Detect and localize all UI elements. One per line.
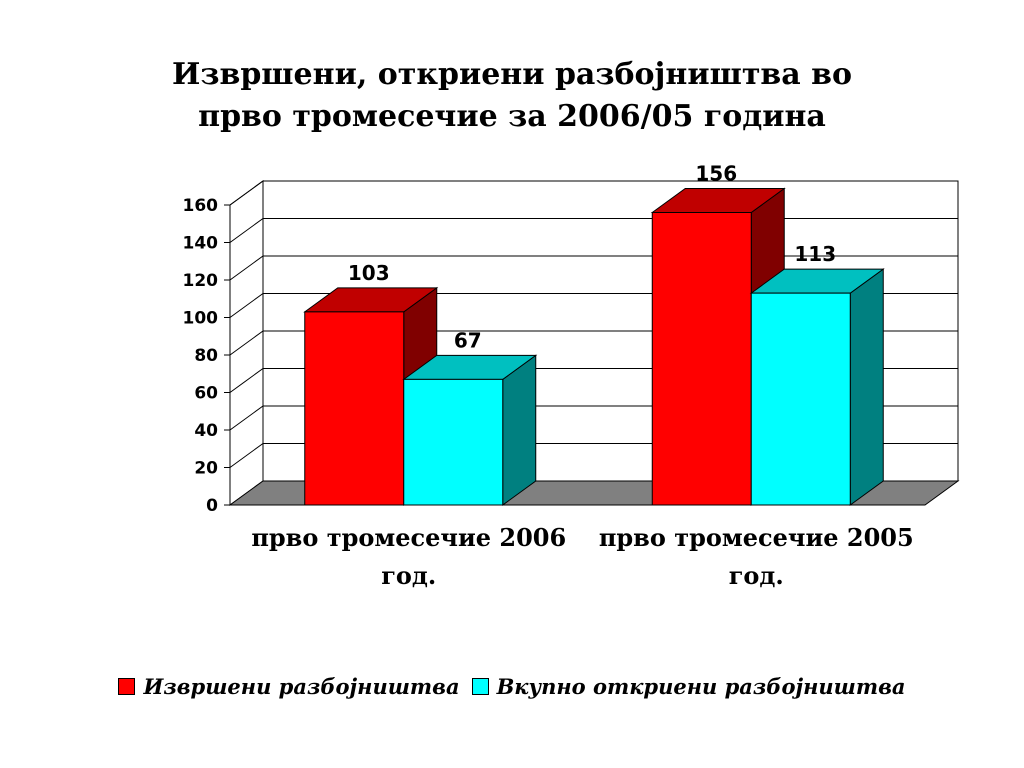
x-tick-label-0-0: прво тромесечие 2006 bbox=[251, 523, 566, 552]
legend-item-solved: Вкупно откриени разбојништва bbox=[471, 674, 906, 699]
legend-label-committed: Извршени разбојништва bbox=[143, 674, 460, 699]
chart-title: Извршени, откриени разбојништва во прво … bbox=[0, 54, 1024, 138]
value-label-solved-0: 67 bbox=[454, 328, 482, 352]
bars bbox=[303, 187, 885, 506]
legend: Извршени разбојништва Вкупно откриени ра… bbox=[0, 674, 1024, 699]
bar-committed-1 bbox=[651, 212, 752, 506]
value-label-solved-1: 113 bbox=[794, 242, 836, 266]
bar-solved-0-side bbox=[502, 354, 537, 506]
x-axis-labels: прво тромесечие 2006 год. прво тромесечие … bbox=[251, 523, 913, 590]
bar-solved-0 bbox=[403, 378, 504, 506]
x-tick-label-1-1: год. bbox=[729, 561, 784, 590]
legend-label-solved: Вкупно откриени разбојништва bbox=[496, 674, 906, 699]
y-tick-label: 0 bbox=[206, 496, 218, 516]
y-tick-label: 160 bbox=[183, 196, 219, 216]
legend-swatch-solved bbox=[471, 678, 489, 695]
chart-title-line-1: Извршени, откриени разбојништва во bbox=[171, 57, 853, 92]
y-tick-label: 40 bbox=[194, 421, 218, 441]
legend-swatch-committed bbox=[118, 678, 136, 695]
legend-item-committed: Извршени разбојништва bbox=[118, 674, 460, 699]
y-tick-label: 120 bbox=[183, 271, 219, 291]
y-axis: 0 20 40 60 80 100 120 140 160 bbox=[183, 196, 231, 516]
chart-title-line-2: прво тромесечие за 2006/05 година bbox=[198, 99, 826, 134]
y-tick-label: 60 bbox=[194, 384, 218, 404]
y-tick-label: 20 bbox=[194, 459, 218, 479]
gridline bbox=[229, 180, 958, 206]
bar-chart: 0 20 40 60 80 100 120 140 160 103 67 156 113 прво т… bbox=[183, 162, 960, 590]
value-label-committed-0: 103 bbox=[348, 261, 390, 285]
bar-solved-1-side bbox=[849, 268, 884, 506]
y-tick-label: 100 bbox=[183, 309, 219, 329]
value-label-committed-1: 156 bbox=[695, 162, 737, 186]
y-tick-label: 140 bbox=[183, 234, 219, 254]
x-tick-label-0-1: год. bbox=[381, 561, 436, 590]
value-labels: 103 67 156 113 bbox=[348, 162, 836, 353]
y-tick-label: 80 bbox=[194, 346, 218, 366]
x-tick-label-1-0: прво тромесечие 2005 bbox=[599, 523, 914, 552]
bar-solved-1 bbox=[750, 292, 851, 506]
bar-committed-0 bbox=[304, 311, 405, 506]
